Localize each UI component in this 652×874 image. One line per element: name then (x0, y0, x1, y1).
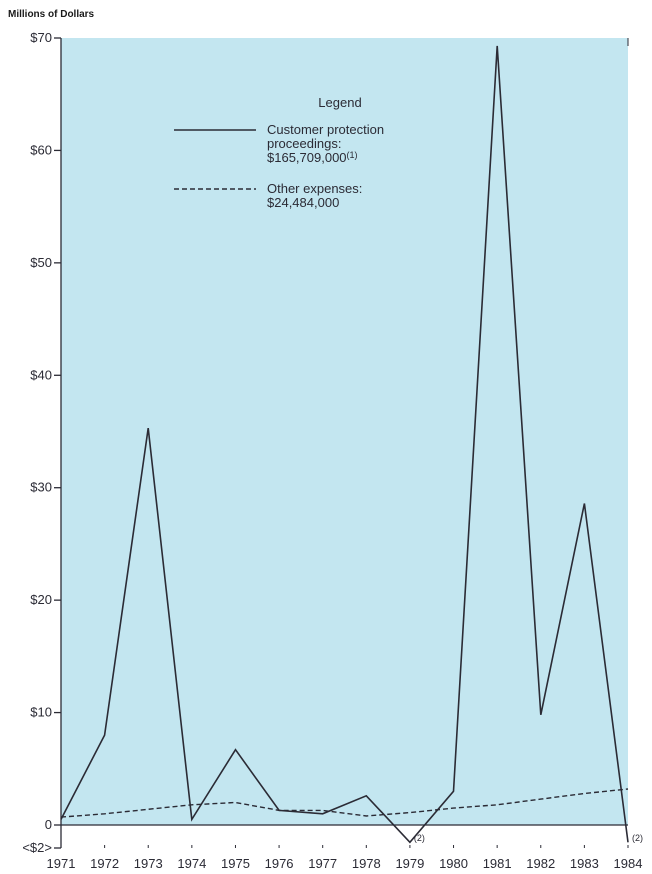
series-line-other-expenses (60, 788, 629, 818)
x-tick-label: 1983 (570, 856, 599, 871)
x-tick-label: 1974 (177, 856, 206, 871)
y-tick-label: $20 (30, 592, 52, 607)
footnote-marker: (2) (414, 833, 425, 843)
legend-total-customer-protection: $165,709,000(1) (267, 150, 358, 165)
y-tick-label: 0 (45, 817, 52, 832)
x-tick-label: 1977 (308, 856, 337, 871)
plot-background (61, 38, 628, 825)
y-tick-label: $70 (30, 30, 52, 45)
series-layer (60, 45, 629, 844)
y-tick-label: $60 (30, 142, 52, 157)
x-tick-label: 1973 (134, 856, 163, 871)
x-tick-label: 1972 (90, 856, 119, 871)
x-tick-label: 1976 (265, 856, 294, 871)
series-line-customer-protection (60, 45, 629, 844)
x-tick-label: 1981 (483, 856, 512, 871)
x-tick-label: 1979 (395, 856, 424, 871)
tick-labels: $70 $60 $50 $40 $30 $20 $10 0 <$2>1971 1972 1973 19… (22, 30, 643, 871)
y-tick-label: $30 (30, 480, 52, 495)
y-tick-label: $10 (30, 705, 52, 720)
legend-label-customer-protection-cont: proceedings: (267, 136, 341, 151)
y-tick-label: $40 (30, 367, 52, 382)
x-tick-label: 1984 (614, 856, 643, 871)
x-tick-label: 1982 (526, 856, 555, 871)
legend-label-customer-protection: Customer protection (267, 122, 384, 137)
x-tick-label: 1978 (352, 856, 381, 871)
y-unit-label: Millions of Dollars (8, 9, 95, 20)
x-tick-label: 1975 (221, 856, 250, 871)
legend-title: Legend (318, 95, 361, 110)
x-tick-label: 1980 (439, 856, 468, 871)
y-tick-label: $50 (30, 255, 52, 270)
y-tick-label: <$2> (22, 840, 52, 855)
axes (54, 37, 629, 849)
legend-label-other-expenses: Other expenses: (267, 181, 362, 196)
footnote-marker: (2) (632, 833, 643, 843)
x-tick-label: 1971 (47, 856, 76, 871)
legend: Legend Customer protectionproceedings:$16… (174, 95, 384, 210)
legend-total-other-expenses: $24,484,000 (267, 195, 339, 210)
legend-footnote-1: (1) (347, 150, 358, 160)
